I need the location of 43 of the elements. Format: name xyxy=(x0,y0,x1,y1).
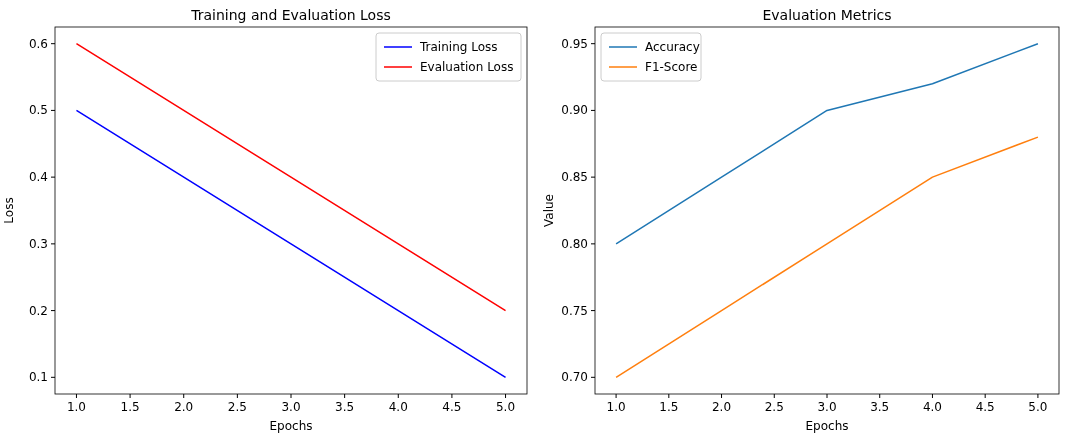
line-series xyxy=(75,109,507,379)
x-tick-label: 1.0 xyxy=(606,400,626,414)
x-tick-label: 2.5 xyxy=(227,400,247,414)
y-axis-title: Loss xyxy=(2,197,16,224)
legend-label: Evaluation Loss xyxy=(420,60,514,74)
x-tick-label: 3.0 xyxy=(817,400,837,414)
y-axis-title: Value xyxy=(542,194,556,227)
line-series xyxy=(615,136,1039,379)
x-tick-label: 3.5 xyxy=(335,400,355,414)
y-tick-label: 0.1 xyxy=(28,370,48,385)
x-tick-label: 2.0 xyxy=(712,400,732,414)
y-tick-label: 0.3 xyxy=(28,236,48,251)
y-tick-label: 0.85 xyxy=(561,170,588,185)
x-tick-label: 4.5 xyxy=(442,400,462,414)
y-tick-label: 0.70 xyxy=(561,370,588,385)
x-tick-label: 1.0 xyxy=(66,400,86,414)
x-tick-label: 5.0 xyxy=(496,400,516,414)
y-tick-label: 0.75 xyxy=(561,303,588,318)
x-tick-label: 3.5 xyxy=(870,400,890,414)
legend-label: Accuracy xyxy=(645,40,700,54)
y-tick-label: 0.80 xyxy=(561,236,588,251)
y-tick-label: 0.95 xyxy=(561,36,588,51)
x-tick-label: 2.5 xyxy=(764,400,784,414)
x-axis-title: Epochs xyxy=(269,419,313,433)
y-tick-label: 0.6 xyxy=(28,36,48,51)
chart-title: Evaluation Metrics xyxy=(762,7,892,23)
legend-label: Training Loss xyxy=(419,40,498,54)
y-tick-label: 0.4 xyxy=(28,170,48,185)
x-tick-label: 4.0 xyxy=(388,400,408,414)
y-tick-label: 0.90 xyxy=(561,103,588,118)
x-tick-label: 1.5 xyxy=(120,400,140,414)
x-tick-label: 3.0 xyxy=(281,400,301,414)
x-tick-label: 5.0 xyxy=(1028,400,1048,414)
y-tick-label: 0.5 xyxy=(28,103,48,118)
x-tick-label: 1.5 xyxy=(659,400,679,414)
legend-label: F1-Score xyxy=(645,60,698,74)
y-tick-label: 0.2 xyxy=(28,303,48,318)
chart-title: Training and Evaluation Loss xyxy=(190,7,391,23)
x-tick-label: 4.0 xyxy=(922,400,942,414)
x-tick-label: 4.5 xyxy=(975,400,995,414)
x-tick-label: 2.0 xyxy=(174,400,194,414)
line-series xyxy=(615,42,1039,245)
x-axis-title: Epochs xyxy=(805,419,849,433)
